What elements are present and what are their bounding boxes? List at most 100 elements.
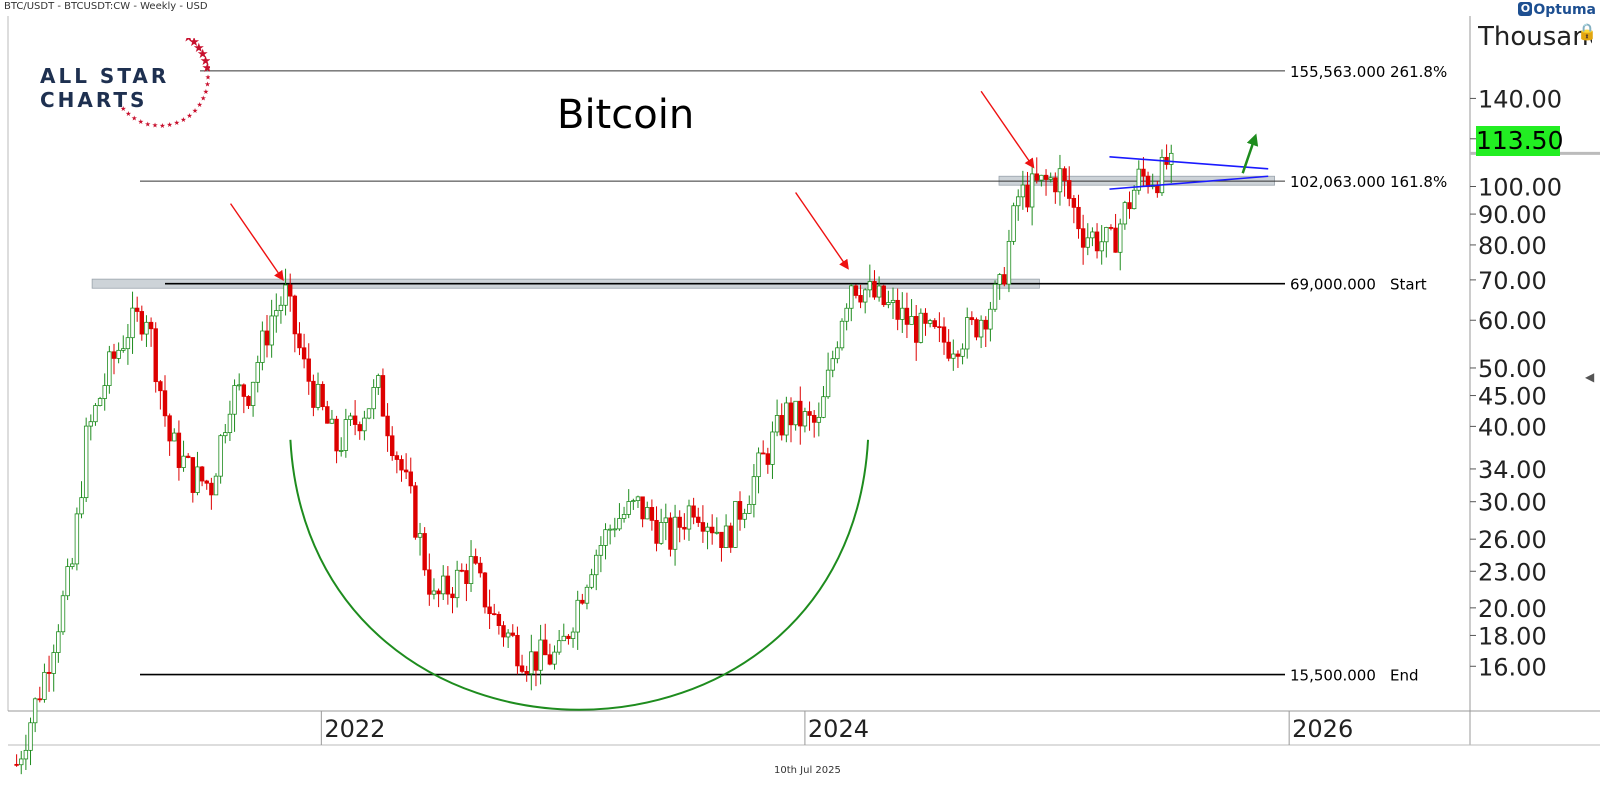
- candle: [1145, 171, 1151, 194]
- candle-body: [339, 450, 344, 452]
- candle-body: [417, 533, 423, 538]
- candle-body: [371, 387, 376, 410]
- candle: [19, 750, 24, 775]
- candle-body: [946, 341, 951, 359]
- candle-body: [830, 358, 835, 371]
- candle-body: [895, 299, 900, 320]
- annotation-arrow-down: [795, 192, 849, 270]
- logo-line1: ALL STAR: [40, 64, 170, 88]
- candle-body: [287, 284, 293, 297]
- candle-body: [297, 333, 302, 349]
- candle-body: [719, 531, 724, 548]
- candle: [1136, 160, 1141, 195]
- candle: [649, 499, 655, 531]
- candle-body: [162, 390, 168, 417]
- triangle-upper-line: [1109, 156, 1269, 170]
- candle-body: [811, 414, 817, 423]
- candle: [784, 396, 789, 443]
- candle-body: [589, 574, 594, 588]
- candle-body: [640, 496, 645, 520]
- candle-body: [121, 348, 126, 351]
- logo-star: ★: [183, 38, 195, 44]
- candle-body: [974, 319, 979, 338]
- annotation-arrow-down: [980, 90, 1035, 169]
- candle-body: [904, 307, 910, 325]
- candle-body: [1080, 228, 1086, 248]
- lock-icon[interactable]: 🔒: [1577, 24, 1597, 41]
- y-tick-label: 90.00: [1478, 201, 1547, 229]
- candle-body: [1025, 184, 1030, 208]
- candle-body: [436, 590, 441, 595]
- candle-body: [468, 556, 474, 584]
- candle-body: [111, 351, 117, 359]
- candle-body: [1029, 173, 1035, 208]
- candle: [1099, 225, 1104, 265]
- candle-body: [195, 466, 200, 493]
- candle: [14, 754, 19, 767]
- candle: [492, 603, 497, 616]
- candle: [352, 400, 358, 436]
- candle: [385, 403, 390, 452]
- candle-body: [872, 281, 877, 298]
- candle: [162, 375, 168, 427]
- candle: [1113, 213, 1118, 253]
- candle-body: [575, 599, 580, 633]
- candle-body: [250, 381, 256, 406]
- candle: [42, 663, 47, 703]
- candle-body: [139, 311, 145, 335]
- candle: [556, 629, 562, 655]
- candle: [190, 457, 196, 503]
- candle: [580, 593, 585, 605]
- candle-body: [1099, 241, 1104, 252]
- optuma-brand: O Optuma: [1518, 2, 1596, 18]
- candle: [88, 414, 94, 441]
- candle: [900, 292, 905, 333]
- candle-body: [413, 485, 418, 538]
- candle: [422, 527, 427, 576]
- y-tick-label: 70.00: [1478, 267, 1547, 295]
- candle-body: [1104, 227, 1109, 243]
- candle: [552, 645, 557, 670]
- candle: [788, 397, 794, 443]
- candle-body: [376, 375, 381, 388]
- candle: [946, 329, 951, 362]
- candle: [524, 665, 529, 682]
- candle-body: [496, 613, 502, 626]
- candle-body: [394, 455, 400, 460]
- candle: [635, 495, 641, 508]
- candle: [153, 322, 158, 393]
- candle-body: [631, 500, 636, 503]
- candle: [937, 312, 942, 343]
- chevron-left-icon[interactable]: ◀: [1585, 370, 1595, 384]
- candle-body: [306, 358, 311, 382]
- candle-body: [70, 563, 75, 567]
- candle-body: [1136, 168, 1141, 191]
- candle: [473, 548, 478, 565]
- candle: [343, 408, 349, 458]
- candle-body: [130, 307, 135, 339]
- candle: [696, 507, 701, 527]
- candle: [148, 317, 154, 347]
- candle-body: [538, 639, 543, 671]
- candle-body: [199, 466, 205, 482]
- candle: [700, 505, 706, 543]
- candle: [357, 421, 362, 440]
- candle: [427, 553, 432, 606]
- candle: [348, 412, 353, 426]
- candle-body: [858, 295, 863, 303]
- candle: [890, 287, 896, 319]
- candle: [213, 473, 219, 496]
- candle: [1006, 229, 1012, 293]
- candle-body: [352, 415, 358, 425]
- candle-body: [691, 505, 696, 518]
- candle: [436, 588, 441, 608]
- candle-body: [283, 284, 288, 306]
- candle: [70, 557, 75, 570]
- candle-body: [1131, 189, 1137, 210]
- candle: [56, 624, 61, 663]
- candle-body: [594, 554, 599, 576]
- candle-body: [403, 469, 409, 473]
- candle: [496, 611, 502, 635]
- candle-body: [501, 625, 506, 638]
- logo-star: ★: [167, 121, 173, 128]
